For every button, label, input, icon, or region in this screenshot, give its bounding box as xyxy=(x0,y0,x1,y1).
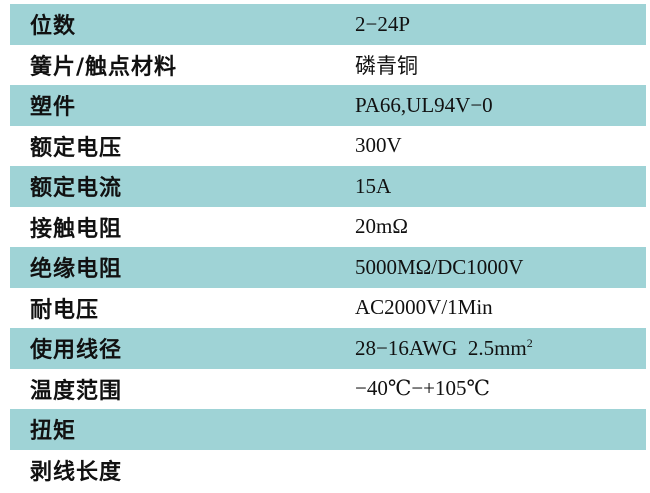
spec-value: 300V xyxy=(355,133,402,158)
spec-label: 温度范围 xyxy=(30,378,123,404)
spec-value: 2−24P xyxy=(355,12,410,37)
spec-label: 额定电压 xyxy=(30,135,123,161)
spec-value-text: PA66,UL94V−0 xyxy=(355,92,493,117)
spec-label: 耐电压 xyxy=(30,297,100,323)
table-row: 额定电流 15A xyxy=(10,166,646,207)
spec-label: 接触电阻 xyxy=(30,216,123,242)
spec-value-text: 28−16AWG 2.5mm xyxy=(355,335,527,360)
spec-value: PA66,UL94V−0 xyxy=(355,93,493,118)
table-row: 塑件 PA66,UL94V−0 xyxy=(10,85,646,126)
spec-value-text: AC2000V/1Min xyxy=(355,295,493,320)
spec-label: 塑件 xyxy=(30,95,77,121)
spec-value-text: 2−24P xyxy=(355,11,411,36)
spec-label: 扭矩 xyxy=(30,419,77,445)
spec-value: −40℃−+105℃ xyxy=(355,376,490,401)
superscript: 2 xyxy=(526,335,533,350)
spec-value-text: −40℃−+105℃ xyxy=(355,376,491,401)
table-row: 耐电压 AC2000V/1Min xyxy=(10,288,646,329)
spec-label: 使用线径 xyxy=(30,338,123,364)
spec-table: 位数 2−24P 簧片/触点材料 磷青铜 塑件 PA66,UL94V−0 额定电压 300V 额… xyxy=(10,4,646,490)
table-row: 额定电压 300V xyxy=(10,126,646,167)
table-row: 剥线长度 xyxy=(10,450,646,491)
table-row: 簧片/触点材料 磷青铜 xyxy=(10,45,646,86)
spec-label: 额定电流 xyxy=(30,176,123,202)
spec-value: 5000MΩ/DC1000V xyxy=(355,255,523,280)
spec-label: 位数 xyxy=(30,14,77,40)
spec-value: 20mΩ xyxy=(355,214,408,239)
spec-label: 剥线长度 xyxy=(30,459,123,485)
spec-value-text: 20mΩ xyxy=(355,214,408,239)
table-row: 温度范围 −40℃−+105℃ xyxy=(10,369,646,410)
spec-value: 28−16AWG 2.5mm2 xyxy=(355,336,533,361)
spec-value-text: 15A xyxy=(355,173,392,198)
spec-value-text: 300V xyxy=(355,133,402,158)
table-row: 使用线径 28−16AWG 2.5mm2 xyxy=(10,328,646,369)
spec-value: AC2000V/1Min xyxy=(355,295,493,320)
spec-label: 绝缘电阻 xyxy=(30,257,123,283)
table-row: 绝缘电阻 5000MΩ/DC1000V xyxy=(10,247,646,288)
spec-value: 15A xyxy=(355,174,391,199)
table-row: 接触电阻 20mΩ xyxy=(10,207,646,248)
spec-value: 磷青铜 xyxy=(355,50,418,80)
spec-value-text: 磷青铜 xyxy=(355,53,418,78)
spec-label: 簧片/触点材料 xyxy=(30,54,178,80)
table-row: 位数 2−24P xyxy=(10,4,646,45)
spec-value-text: 5000MΩ/DC1000V xyxy=(355,254,524,279)
table-row: 扭矩 xyxy=(10,409,646,450)
